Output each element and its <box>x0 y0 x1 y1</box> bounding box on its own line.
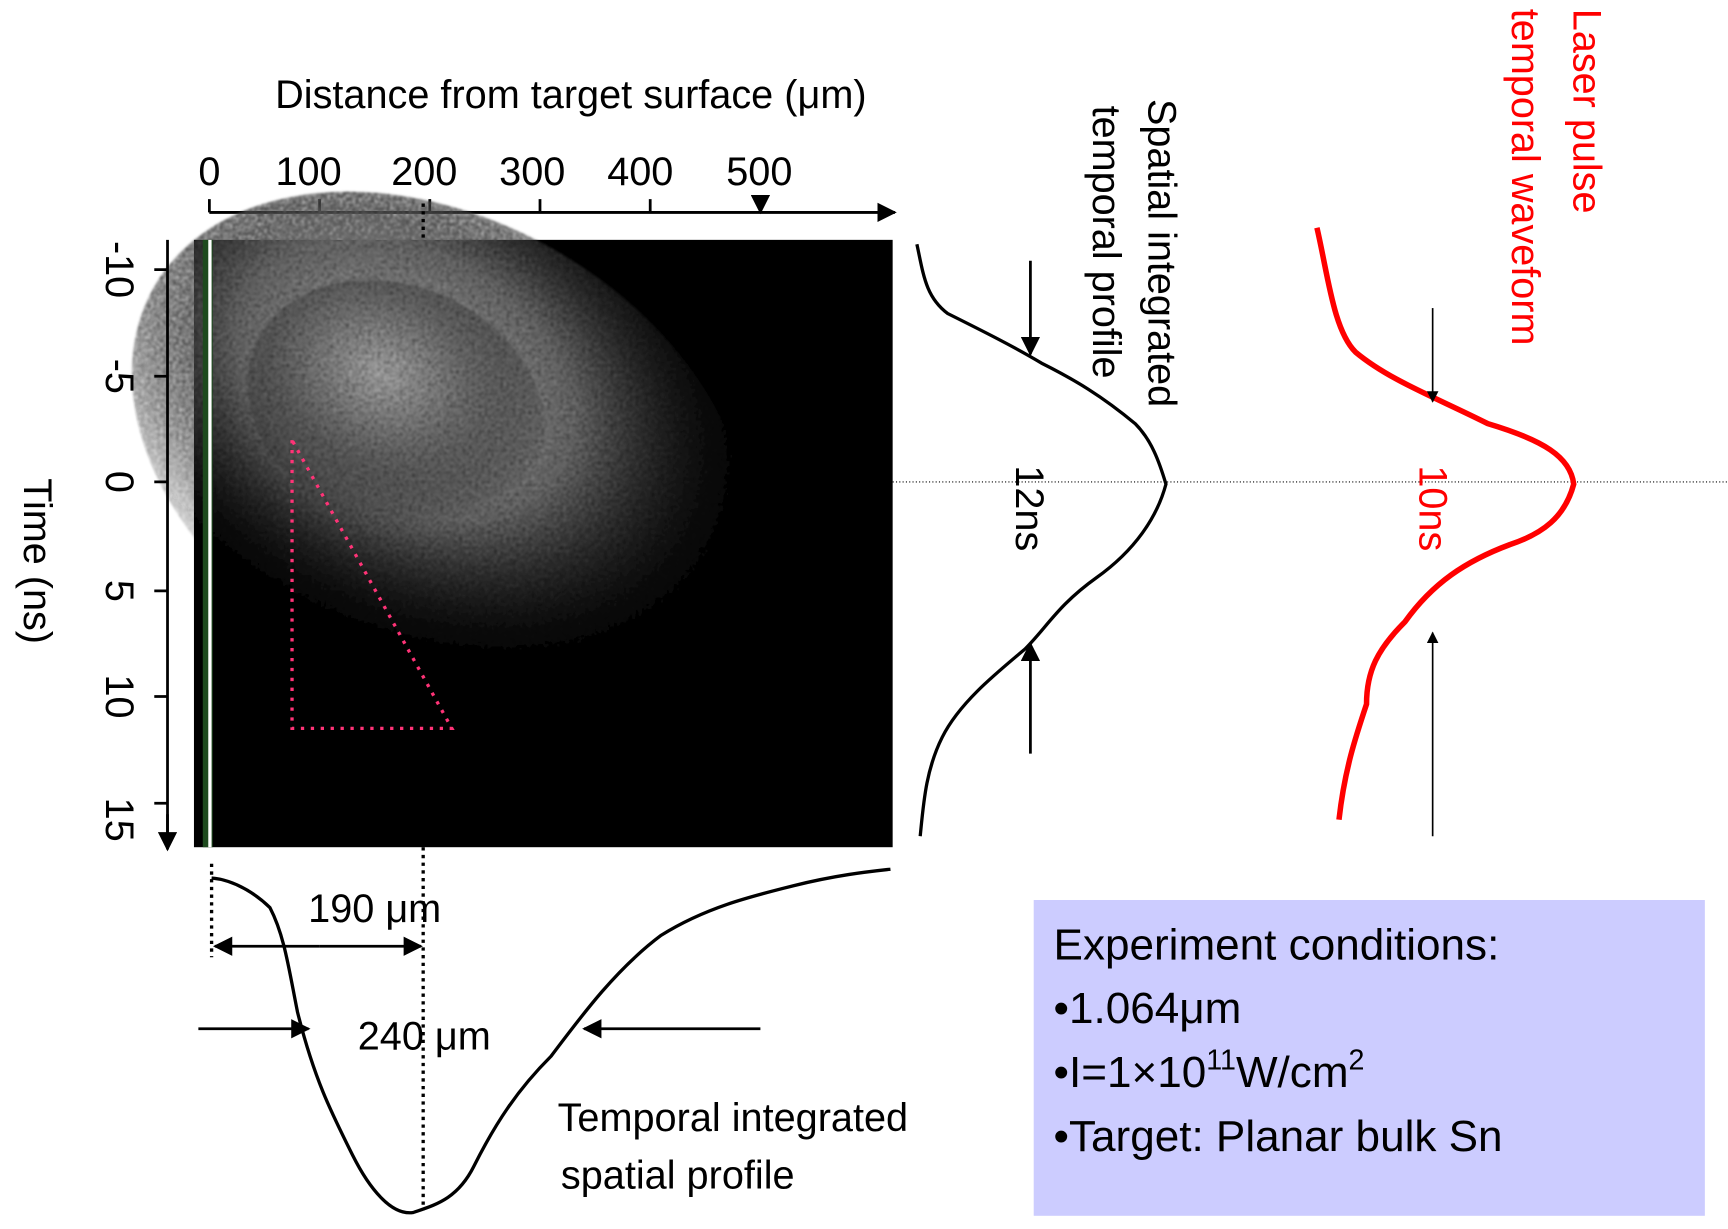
tick-label: 5 <box>97 580 141 602</box>
curve-label: Temporal integrated <box>558 1096 909 1140</box>
tick-label: -10 <box>97 241 141 298</box>
target-edge <box>208 239 212 848</box>
triangle <box>290 433 455 731</box>
width-label: 240 μm <box>358 1015 491 1059</box>
condition: •I=1×1011W/cm2 <box>1054 1044 1365 1097</box>
tick-label: 300 <box>499 150 565 194</box>
condition: •Target: Planar bulk Sn <box>1054 1112 1503 1161</box>
curve-label: Spatial integrated <box>1139 99 1183 407</box>
curve-label: temporal waveform <box>1503 9 1547 346</box>
left-axis <box>154 239 169 848</box>
spatial-profile-curve <box>211 867 891 1215</box>
tick-label: 10 <box>97 674 141 718</box>
tick-label: 15 <box>97 798 141 842</box>
width-label: 10ns <box>1410 465 1454 551</box>
superscript: 2 <box>1349 1044 1365 1076</box>
distance-label: 190 μm <box>308 887 441 931</box>
text: W/cm <box>1236 1048 1349 1097</box>
superscript: 11 <box>1206 1044 1236 1076</box>
plasma-emission <box>131 191 750 711</box>
curve-label: temporal profile <box>1084 106 1128 379</box>
target-surface <box>202 239 213 848</box>
tick-label: 200 <box>391 150 457 194</box>
tick-label: 0 <box>198 150 220 194</box>
tick-label: 400 <box>607 150 673 194</box>
left-axis-title: Time (ns) <box>15 478 59 644</box>
curve-label: spatial profile <box>561 1153 795 1197</box>
width-label: 12ns <box>1007 465 1051 551</box>
laser-pulse-curve <box>1314 227 1577 821</box>
top-axis-title: Distance from target surface (μm) <box>275 73 866 117</box>
tick-label: -5 <box>97 359 141 394</box>
tick-label: 500 <box>726 150 792 194</box>
curve-label: Laser pulse <box>1565 9 1609 214</box>
tick-label: 0 <box>97 471 141 493</box>
tick-label: 100 <box>275 150 341 194</box>
text: •I=1×10 <box>1054 1048 1207 1097</box>
temporal-profile-curve <box>915 243 1168 837</box>
conditions-box <box>1033 900 1705 1216</box>
condition: •1.064μm <box>1054 984 1242 1033</box>
conditions-title: Experiment conditions: <box>1054 920 1500 969</box>
top-ticks: 0 100 200 300 400 500 <box>198 150 792 194</box>
